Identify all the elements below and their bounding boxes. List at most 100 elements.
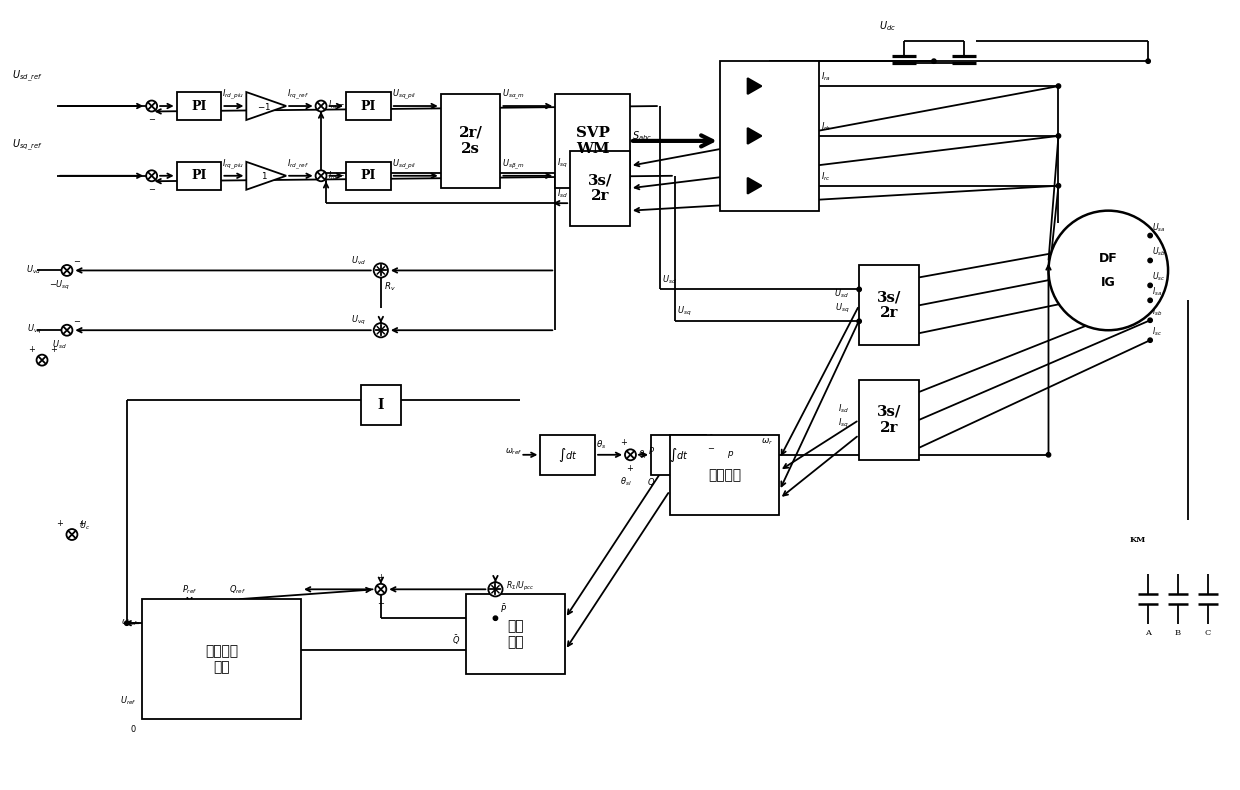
Circle shape bbox=[1148, 233, 1152, 238]
Circle shape bbox=[1148, 258, 1152, 262]
Text: $I_{rd\_ref}$: $I_{rd\_ref}$ bbox=[288, 157, 309, 171]
Circle shape bbox=[857, 288, 862, 292]
Text: $U_{sq}$: $U_{sq}$ bbox=[677, 305, 691, 318]
Bar bbox=[541, 435, 595, 475]
Text: $I_{rd\_piu}$: $I_{rd\_piu}$ bbox=[222, 88, 244, 102]
Bar bbox=[670, 435, 780, 514]
Circle shape bbox=[1148, 283, 1152, 288]
Text: $I_{rq\_ref}$: $I_{rq\_ref}$ bbox=[288, 88, 309, 102]
Text: $I_{rc}$: $I_{rc}$ bbox=[821, 171, 831, 182]
Polygon shape bbox=[748, 128, 761, 144]
Text: $I_{sd}$: $I_{sd}$ bbox=[557, 188, 568, 200]
Bar bbox=[719, 61, 820, 211]
Circle shape bbox=[1056, 134, 1060, 138]
Text: 功率计算: 功率计算 bbox=[708, 468, 742, 482]
Circle shape bbox=[1047, 453, 1050, 457]
Text: 3s/
2r: 3s/ 2r bbox=[588, 173, 613, 203]
Text: 3s/
2r: 3s/ 2r bbox=[877, 290, 901, 321]
Text: $P$: $P$ bbox=[649, 445, 655, 456]
Bar bbox=[465, 594, 565, 674]
Text: 3s/
2r: 3s/ 2r bbox=[877, 404, 901, 435]
Polygon shape bbox=[247, 92, 286, 120]
Circle shape bbox=[1049, 211, 1168, 330]
Text: $U_{sa}$: $U_{sa}$ bbox=[1152, 221, 1166, 234]
Text: $-$: $-$ bbox=[73, 316, 82, 324]
Text: $+$: $+$ bbox=[57, 518, 64, 528]
Text: PI: PI bbox=[361, 169, 376, 182]
Circle shape bbox=[857, 319, 862, 323]
Text: $Q_{ref}$: $Q_{ref}$ bbox=[228, 584, 246, 596]
Text: C: C bbox=[1205, 629, 1211, 638]
Polygon shape bbox=[711, 435, 755, 475]
Circle shape bbox=[124, 621, 129, 626]
Bar bbox=[859, 265, 919, 345]
Circle shape bbox=[625, 450, 636, 461]
Text: $+$: $+$ bbox=[377, 572, 384, 582]
Text: $U_{sc}$: $U_{sc}$ bbox=[1152, 271, 1166, 284]
Circle shape bbox=[62, 265, 72, 276]
Circle shape bbox=[373, 323, 388, 337]
Bar bbox=[141, 600, 301, 719]
Text: $I_{sq}$: $I_{sq}$ bbox=[838, 417, 849, 430]
Text: $\omega_{ref}$: $\omega_{ref}$ bbox=[122, 618, 139, 628]
Bar bbox=[440, 93, 501, 188]
Bar bbox=[346, 162, 391, 190]
Text: $+$: $+$ bbox=[50, 344, 57, 354]
Text: $+$: $+$ bbox=[620, 438, 627, 447]
Bar bbox=[361, 385, 401, 425]
Text: PI: PI bbox=[191, 100, 207, 112]
Text: $S_{abc}$: $S_{abc}$ bbox=[632, 129, 652, 143]
Circle shape bbox=[376, 584, 387, 595]
Text: $P_{ref}$: $P_{ref}$ bbox=[182, 584, 197, 596]
Text: $\theta_r$: $\theta_r$ bbox=[637, 448, 649, 461]
Text: $I_{sd}$: $I_{sd}$ bbox=[838, 402, 849, 415]
Circle shape bbox=[373, 263, 388, 277]
Text: $I_{sq}$: $I_{sq}$ bbox=[557, 157, 568, 171]
Text: $U_{sd\_pii}$: $U_{sd\_pii}$ bbox=[392, 157, 417, 171]
Circle shape bbox=[146, 100, 157, 111]
Bar bbox=[176, 162, 222, 190]
Circle shape bbox=[1148, 298, 1152, 303]
Text: $-$: $-$ bbox=[377, 598, 384, 606]
Text: $U_c$: $U_c$ bbox=[79, 519, 91, 532]
Text: $U_{sd\_ref}$: $U_{sd\_ref}$ bbox=[12, 69, 43, 84]
Circle shape bbox=[146, 171, 157, 181]
Text: $U_{vd}$: $U_{vd}$ bbox=[351, 255, 366, 268]
Text: $U_{sd}$: $U_{sd}$ bbox=[662, 274, 677, 287]
Text: $-$: $-$ bbox=[707, 443, 714, 451]
Circle shape bbox=[494, 616, 497, 620]
Text: $U_{dc}$: $U_{dc}$ bbox=[879, 20, 897, 33]
Text: $+$: $+$ bbox=[27, 344, 36, 354]
Text: DF: DF bbox=[1099, 252, 1117, 265]
Text: $-$: $-$ bbox=[73, 256, 82, 264]
Circle shape bbox=[62, 325, 72, 336]
Text: $U_{sb}$: $U_{sb}$ bbox=[1152, 246, 1166, 258]
Text: $I_{rd}-$: $I_{rd}-$ bbox=[327, 169, 345, 182]
Circle shape bbox=[1146, 59, 1151, 63]
Text: PI: PI bbox=[191, 169, 207, 182]
Polygon shape bbox=[748, 178, 761, 194]
Text: PI: PI bbox=[361, 100, 376, 112]
Circle shape bbox=[1148, 318, 1152, 322]
Circle shape bbox=[67, 529, 77, 540]
Text: $I_{sa}$: $I_{sa}$ bbox=[1152, 286, 1162, 299]
Text: $\int dt$: $\int dt$ bbox=[558, 446, 578, 464]
Text: $I_{rb}$: $I_{rb}$ bbox=[821, 120, 832, 133]
Text: 低通
滤波: 低通 滤波 bbox=[507, 619, 523, 649]
Text: $\theta_{sl}$: $\theta_{sl}$ bbox=[620, 476, 631, 487]
Text: $U_{sq\_pii}$: $U_{sq\_pii}$ bbox=[392, 88, 417, 102]
Text: $Q$: $Q$ bbox=[647, 476, 655, 487]
Text: 虚拟同步
算法: 虚拟同步 算法 bbox=[205, 644, 238, 674]
Text: $U_{sq\_ref}$: $U_{sq\_ref}$ bbox=[12, 138, 43, 153]
Text: $0$: $0$ bbox=[130, 724, 136, 735]
Bar bbox=[556, 93, 630, 188]
Text: $-$: $-$ bbox=[148, 115, 156, 122]
Text: $I_{sb}$: $I_{sb}$ bbox=[1152, 306, 1162, 318]
Text: $I_{rq\_piu}$: $I_{rq\_piu}$ bbox=[222, 157, 244, 171]
Text: 2r/
2s: 2r/ 2s bbox=[459, 126, 482, 156]
Text: $I_{sc}$: $I_{sc}$ bbox=[1152, 325, 1162, 338]
Text: $-1$: $-1$ bbox=[257, 100, 272, 111]
Circle shape bbox=[1056, 183, 1060, 188]
Text: $U_{vq}$: $U_{vq}$ bbox=[26, 322, 42, 336]
Circle shape bbox=[489, 582, 502, 596]
